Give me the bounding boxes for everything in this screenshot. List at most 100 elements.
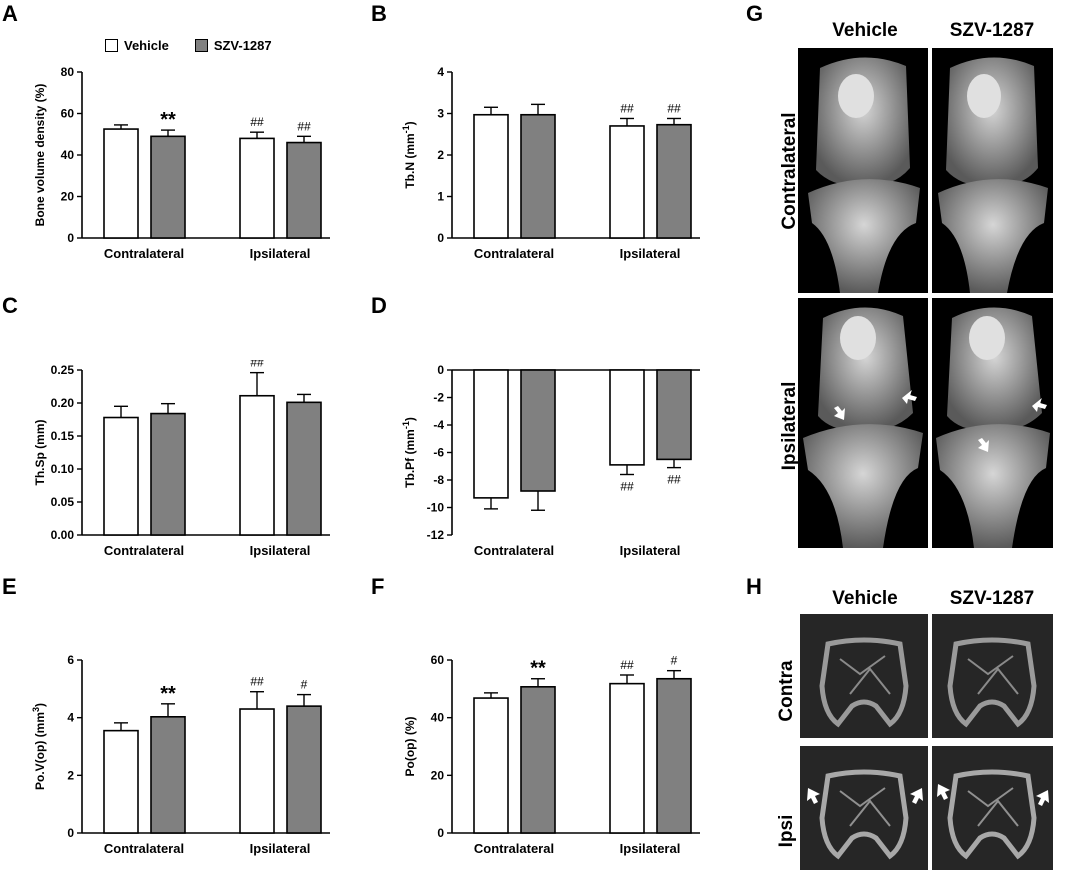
knee-render-2: [938, 57, 1048, 293]
y-tick-label: 0: [437, 231, 444, 245]
x-category-label: Ipsilateral: [620, 246, 681, 261]
y-tick-label: 0: [67, 826, 74, 840]
legend-swatch-szv: [194, 39, 208, 52]
x-category-label: Ipsilateral: [620, 543, 681, 558]
panel-letter-c: C: [2, 293, 18, 318]
bar-szv-contralateral: [150, 412, 186, 536]
significance-mark: #: [301, 678, 308, 692]
x-category-label: Contralateral: [474, 543, 554, 558]
h-image-szv-ipsi: [932, 746, 1053, 870]
bar-szv-ipsilateral: [286, 705, 322, 834]
ct-slice-1: [819, 637, 909, 728]
significance-mark: **: [160, 109, 176, 131]
y-axis-label: Bone volume density (%): [33, 84, 47, 227]
y-axis-label-sup: 3: [31, 707, 41, 712]
y-tick-label: 3: [437, 107, 444, 121]
y-tick-label: 0.25: [51, 363, 75, 377]
bar-szv-ipsilateral: [286, 401, 322, 536]
y-axis-label-main: Tb.N (mm: [403, 133, 417, 188]
bar-szv-contralateral: [520, 369, 556, 492]
bar-vehicle-contralateral: [473, 113, 509, 239]
bar-vehicle-ipsilateral: [609, 682, 645, 834]
bar-vehicle-ipsilateral: [609, 125, 645, 239]
legend-label-szv: SZV-1287: [213, 38, 272, 53]
chart-legend: Vehicle SZV-1287: [105, 38, 298, 53]
y-axis-label: Po(op) (%): [403, 717, 417, 777]
bar-szv-contralateral: [520, 686, 556, 834]
y-tick-label: 0: [437, 826, 444, 840]
h-row-label-contra: Contra: [776, 660, 797, 722]
y-tick-label: 60: [61, 107, 75, 121]
significance-mark: ##: [250, 675, 264, 689]
bar-vehicle-contralateral: [103, 128, 139, 239]
y-axis-label-end: ): [33, 703, 47, 707]
y-tick-label: 4: [437, 65, 444, 79]
legend-item-vehicle: Vehicle: [105, 38, 169, 53]
panel-letter-a: A: [2, 1, 18, 26]
knee-render-4: [936, 307, 1050, 548]
panel-letter-g: G: [746, 1, 764, 26]
significance-mark: ##: [667, 101, 681, 115]
chart-tb-n: 0 1 2 3 4 Tb.N (mm-1) Contralateral ## ## Ipsilat…: [401, 65, 700, 261]
bar-szv-ipsilateral: [656, 123, 692, 239]
y-tick-label: 0.15: [51, 429, 75, 443]
x-category-label: Ipsilateral: [250, 246, 311, 261]
y-tick-label: 0.10: [51, 462, 75, 476]
y-axis-label-sup: -1: [401, 125, 411, 133]
y-axis-label-end: ): [403, 121, 417, 125]
h-row-label-ipsi: Ipsi: [776, 814, 797, 848]
significance-mark: **: [530, 658, 546, 680]
y-tick-label: 20: [61, 190, 75, 204]
bar-vehicle-ipsilateral: [239, 708, 275, 834]
significance-mark: ##: [297, 119, 311, 133]
legend-item-szv: SZV-1287: [194, 38, 272, 53]
y-tick-label: -2: [433, 391, 444, 405]
significance-mark: ##: [250, 115, 264, 129]
y-tick-label: 40: [431, 711, 445, 725]
h-col-label-vehicle: Vehicle: [832, 588, 898, 609]
y-tick-label: -10: [427, 501, 445, 515]
y-tick-label: 2: [67, 768, 74, 782]
ct-slice-4: [937, 769, 1049, 860]
knee-render-1: [808, 57, 920, 293]
g-col-label-szv: SZV-1287: [949, 20, 1035, 41]
y-tick-label: -4: [433, 418, 444, 432]
bar-szv-ipsilateral: [286, 141, 322, 239]
h-image-szv-contra: [932, 614, 1053, 738]
g-image-vehicle-ipsilateral: [798, 298, 928, 548]
x-category-label: Ipsilateral: [620, 841, 681, 856]
x-category-label: Contralateral: [474, 841, 554, 856]
y-tick-label: 6: [67, 653, 74, 667]
significance-mark: #: [671, 654, 678, 668]
g-image-szv-contralateral: [932, 48, 1053, 293]
panel-letter-e: E: [2, 574, 17, 599]
y-axis-label: Tb.Pf (mm-1): [401, 417, 417, 488]
g-image-szv-ipsilateral: [932, 298, 1053, 548]
y-tick-label: 1: [437, 190, 444, 204]
x-category-label: Contralateral: [474, 246, 554, 261]
significance-mark: ##: [620, 480, 634, 494]
y-tick-label: -6: [433, 446, 444, 460]
panel-letter-d: D: [371, 293, 387, 318]
y-axis-label-main: Tb.Pf (mm: [403, 429, 417, 488]
significance-mark: ##: [667, 473, 681, 487]
x-category-label: Ipsilateral: [250, 543, 311, 558]
ct-slice-3: [807, 769, 923, 860]
chart-bone-volume-density: 0 20 40 60 80 Bone volume density (%) ** Contra…: [33, 65, 330, 261]
chart-th-sp: 0.00 0.05 0.10 0.15 0.20 0.25 Th.Sp (mm) Contra…: [33, 360, 330, 558]
y-tick-label: 4: [67, 711, 74, 725]
panel-letter-b: B: [371, 1, 387, 26]
ct-slice-2: [947, 637, 1037, 728]
y-axis-label-end: ): [403, 417, 417, 421]
y-tick-label: 0: [437, 363, 444, 377]
bar-vehicle-ipsilateral: [609, 369, 645, 466]
significance-mark: ##: [620, 101, 634, 115]
bar-szv-ipsilateral: [656, 369, 692, 461]
y-tick-label: 40: [61, 148, 75, 162]
legend-label-vehicle: Vehicle: [124, 38, 169, 53]
panel-letter-h: H: [746, 574, 762, 599]
x-category-label: Contralateral: [104, 543, 184, 558]
